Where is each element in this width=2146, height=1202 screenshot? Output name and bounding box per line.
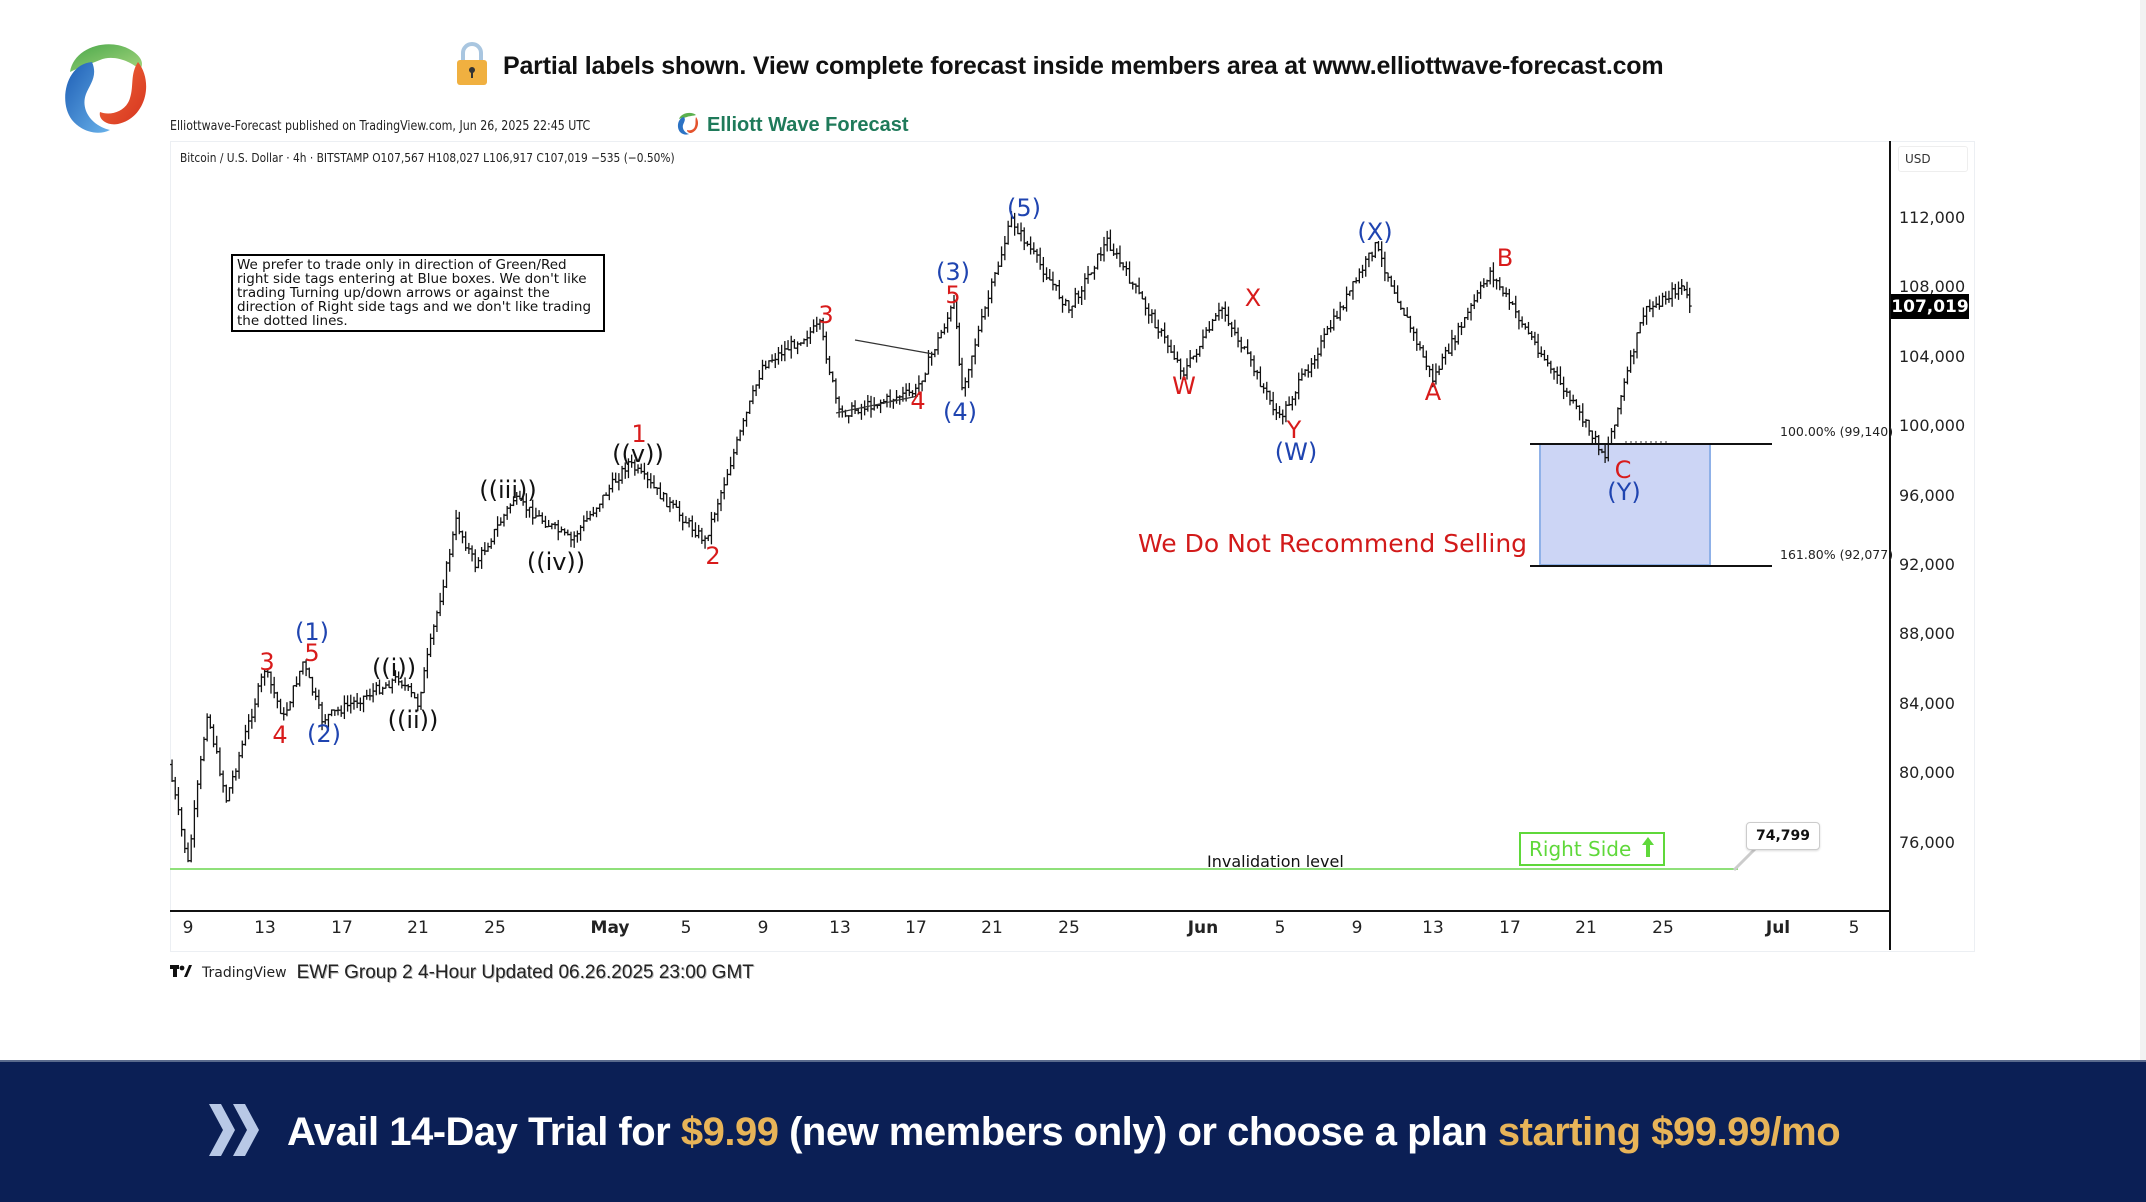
time-tick: 21 — [981, 918, 1003, 938]
page-scrollbar-track[interactable] — [2140, 0, 2146, 1060]
price-tick: 100,000 — [1899, 416, 1966, 436]
wave-label: (5) — [1007, 194, 1041, 222]
wave-label: ((i)) — [371, 654, 417, 682]
time-tick: 17 — [331, 918, 353, 938]
wave-label: 5 — [945, 281, 961, 309]
time-tick: 5 — [1848, 918, 1860, 938]
time-tick: 17 — [905, 918, 927, 938]
wave-label: (X) — [1357, 218, 1393, 246]
double-chevron-right-icon — [205, 1100, 265, 1165]
ewf-brand: Elliott Wave Forecast — [675, 110, 909, 141]
arrow-up-icon — [1641, 836, 1655, 863]
promo-prefix: Avail 14-Day Trial for — [287, 1110, 681, 1154]
promo-middle: (new members only) or choose a plan — [778, 1110, 1498, 1154]
wave-label: ((iii)) — [479, 476, 537, 504]
time-tick: 9 — [757, 918, 769, 938]
wave-label: W — [1172, 372, 1196, 400]
time-tick: 25 — [1652, 918, 1674, 938]
trial-price: $9.99 — [680, 1110, 779, 1154]
wave-label: C — [1614, 456, 1632, 484]
ewf-logo — [52, 32, 158, 138]
price-tick: 84,000 — [1899, 693, 1955, 713]
time-tick: 5 — [680, 918, 692, 938]
update-timestamp: EWF Group 2 4-Hour Updated 06.26.2025 23… — [296, 962, 754, 983]
price-tick: 104,000 — [1899, 346, 1966, 366]
wave-label: 4 — [910, 387, 926, 415]
price-tick: 108,000 — [1899, 277, 1966, 297]
wave-label: (2) — [307, 720, 341, 748]
wave-label: X — [1244, 284, 1262, 312]
tradingview-logo-icon — [170, 964, 192, 983]
wave-label: 5 — [304, 639, 320, 667]
time-tick: 21 — [407, 918, 429, 938]
fib-100-line — [1530, 443, 1772, 445]
time-tick: 25 — [1058, 918, 1080, 938]
wave-label: B — [1496, 244, 1514, 272]
time-tick: 25 — [484, 918, 506, 938]
time-tick: 17 — [1499, 918, 1521, 938]
time-tick: 21 — [1575, 918, 1597, 938]
wave-label: ((iv)) — [526, 548, 586, 576]
brand-name: Elliott Wave Forecast — [707, 114, 909, 136]
price-tick: 80,000 — [1899, 763, 1955, 783]
ewf-mini-logo-icon — [675, 110, 701, 141]
right-side-tag: Right Side — [1519, 832, 1666, 866]
trading-rules-note: We prefer to trade only in direction of … — [231, 254, 605, 332]
notice-text: Partial labels shown. View complete fore… — [503, 51, 1664, 80]
time-tick: 9 — [182, 918, 194, 938]
no-sell-annotation: We Do Not Recommend Selling — [1138, 529, 1528, 558]
wave-label: (3) — [936, 258, 970, 286]
wave-label: 1 — [631, 420, 647, 448]
invalidation-price-callout: 74,799 — [1746, 822, 1820, 850]
tradingview-footer: TradingView EWF Group 2 4-Hour Updated 0… — [170, 962, 754, 984]
published-line: Elliottwave-Forecast published on Tradin… — [170, 119, 591, 134]
wave-label: (W) — [1274, 438, 1318, 466]
price-tick: 96,000 — [1899, 485, 1955, 505]
time-axis-line — [170, 910, 1889, 912]
wave-label: Y — [1286, 416, 1302, 444]
time-tick: 13 — [829, 918, 851, 938]
promo-banner-content[interactable]: Avail 14-Day Trial for $9.99 (new member… — [205, 1100, 1841, 1165]
plan-price: starting $99.99/mo — [1497, 1110, 1841, 1154]
price-tick: 92,000 — [1899, 555, 1955, 574]
time-tick: 5 — [1274, 918, 1286, 938]
lock-icon — [455, 41, 489, 92]
fib-100-label: 100.00% (99,140) — [1780, 424, 1894, 439]
invalidation-label: Invalidation level — [1207, 852, 1344, 871]
invalidation-line — [170, 868, 1738, 870]
wave-label: 4 — [272, 721, 288, 749]
wave-label: (4) — [943, 398, 977, 426]
wave-label: 3 — [818, 301, 834, 329]
time-tick: 13 — [254, 918, 276, 938]
members-notice: Partial labels shown. View complete fore… — [455, 38, 1664, 94]
time-tick: 9 — [1351, 918, 1363, 938]
tradingview-text: TradingView — [202, 965, 287, 981]
promo-text[interactable]: Avail 14-Day Trial for $9.99 (new member… — [287, 1110, 1841, 1155]
wave-label: (Y) — [1607, 478, 1641, 506]
currency-label[interactable]: USD — [1898, 146, 1968, 172]
fib-161-label: 161.80% (92,077) — [1780, 547, 1894, 562]
right-side-label: Right Side — [1529, 837, 1632, 861]
time-tick: 13 — [1422, 918, 1444, 938]
wave-label: A — [1424, 378, 1442, 406]
price-axis[interactable] — [1889, 141, 1975, 950]
price-tick: 88,000 — [1899, 624, 1955, 644]
price-tick: 112,000 — [1899, 208, 1966, 227]
wave-label: ((v)) — [612, 440, 664, 468]
wave-label: 2 — [705, 542, 721, 570]
wave-label: 3 — [259, 648, 275, 676]
fib-161-line — [1530, 565, 1772, 567]
time-tick: May — [590, 918, 630, 938]
last-price-tag: 107,019 — [1891, 294, 1969, 319]
wave-label: (1) — [295, 618, 329, 646]
price-tick: 76,000 — [1899, 832, 1955, 852]
symbol-ohlc-line: Bitcoin / U.S. Dollar · 4h · BITSTAMP O1… — [180, 150, 675, 165]
price-bars — [170, 211, 1692, 863]
promo-banner[interactable] — [0, 1060, 2146, 1202]
time-tick: Jun — [1187, 918, 1219, 938]
callout-pointer — [1732, 846, 1758, 872]
wave-label: ((ii)) — [387, 706, 439, 734]
time-tick: Jul — [1765, 918, 1791, 938]
